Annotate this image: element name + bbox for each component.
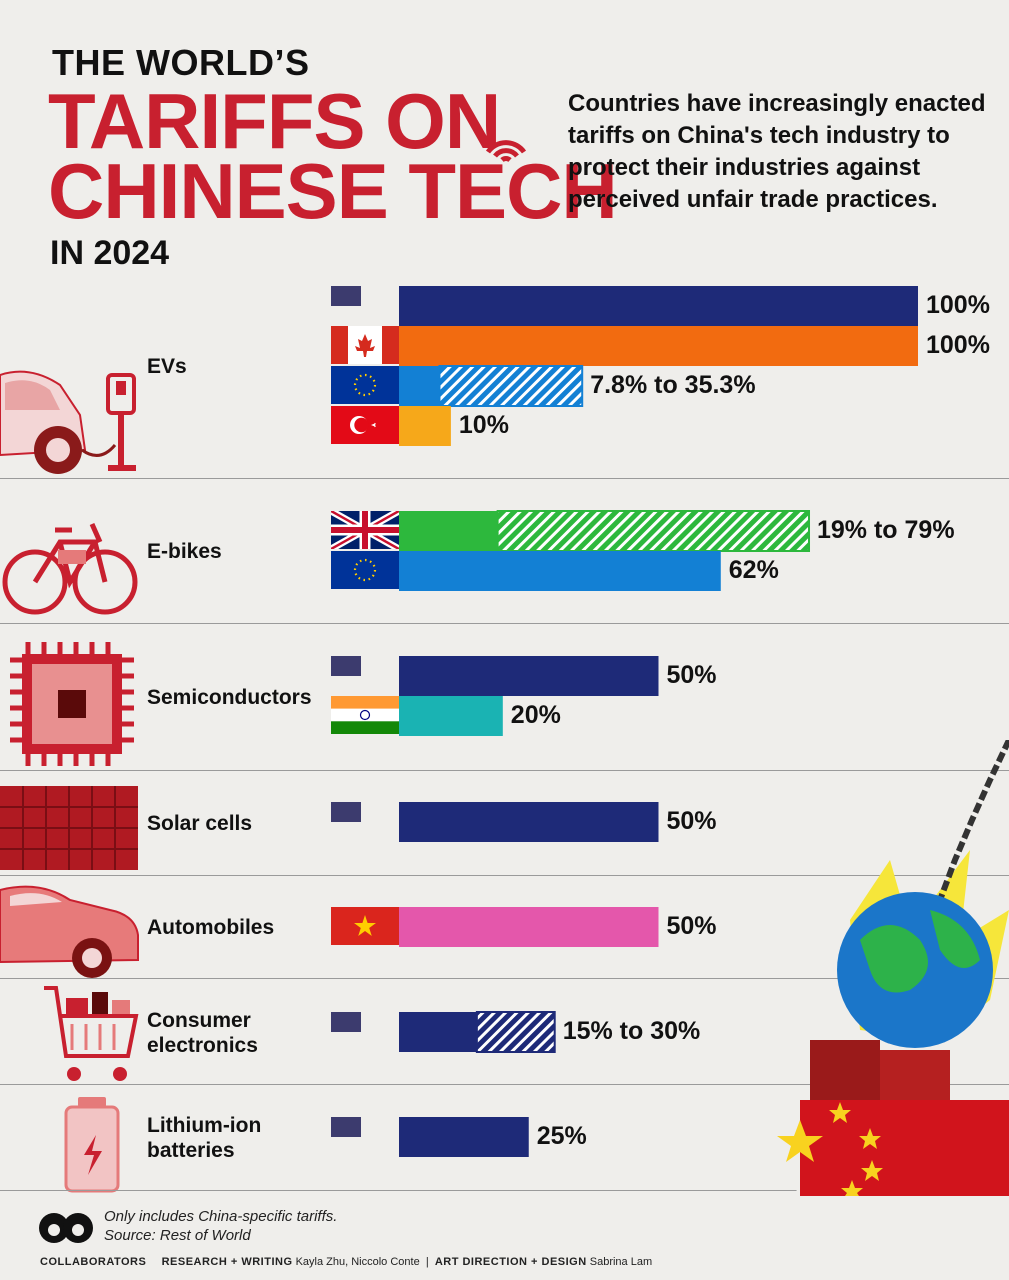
value-label: 20% [510, 701, 561, 729]
value-label: 7.8% to 35.3% [590, 371, 756, 399]
value-label: 50% [666, 807, 717, 835]
category-consumer-line-2: electronics [147, 1034, 258, 1058]
bar-range-eu [438, 365, 584, 407]
bar-eu [399, 551, 721, 591]
divider [0, 875, 1009, 876]
title-line-4: IN 2024 [50, 234, 170, 272]
us-flag-icon [331, 802, 399, 840]
bar-eu [399, 366, 440, 406]
bar-tr [399, 406, 451, 446]
us-flag-icon [331, 1012, 399, 1050]
uk-flag-icon [331, 511, 399, 549]
turkey-flag-icon [331, 406, 399, 444]
category-automobiles: Automobiles [147, 916, 275, 939]
bar-uk [399, 511, 498, 551]
bar-us [399, 656, 659, 696]
eu-flag-icon [331, 366, 399, 404]
category-ebikes: E-bikes [147, 540, 222, 563]
us-flag-icon [331, 656, 399, 694]
car-icon [0, 885, 139, 978]
value-label: 25% [536, 1122, 587, 1150]
design-label: ART DIRECTION + DESIGN [434, 1256, 587, 1268]
divider [0, 1190, 1009, 1191]
wifi-icon [485, 140, 527, 162]
bar-us [399, 286, 918, 326]
value-label: 10% [458, 411, 509, 439]
value-label: 19% to 79% [817, 516, 955, 544]
category-lithium-line-1: Lithium-ion [147, 1114, 262, 1137]
vietnam-flag-icon [331, 907, 399, 945]
research-label: RESEARCH + WRITING [161, 1256, 293, 1268]
design-names: Sabrina Lam [589, 1256, 653, 1268]
category-lithium-ion: Lithium-ion batteries [147, 1113, 261, 1163]
divider [0, 978, 1009, 979]
category-consumer-line-1: Consumer [147, 1009, 251, 1032]
collaborators-logo-icon [39, 1213, 93, 1243]
canada-flag-icon [331, 326, 399, 364]
value-label: 50% [666, 661, 717, 689]
ebike-icon [2, 522, 138, 615]
category-consumer-electronics: Consumer electronics [147, 1008, 258, 1058]
footnote: Only includes China-specific tariffs. [104, 1208, 338, 1225]
description: Countries have increasingly enacted tari… [568, 90, 986, 213]
title-line-3: CHINESE TECH [48, 147, 618, 235]
bar-vn [399, 907, 659, 947]
bar-us [399, 802, 659, 842]
category-evs: EVs [147, 355, 187, 378]
divider [0, 623, 1009, 624]
bar-in [399, 696, 503, 736]
ev-car-icon [0, 370, 136, 474]
india-flag-icon [331, 696, 399, 734]
title-line-2: TARIFFS ON [48, 77, 501, 165]
us-flag-icon [331, 286, 399, 324]
battery-icon [64, 1097, 120, 1193]
value-label: 62% [728, 556, 779, 584]
bar-range-uk [496, 510, 811, 552]
divider [0, 1084, 1009, 1085]
category-lithium-line-2: batteries [147, 1139, 235, 1163]
us-flag-icon [331, 1117, 399, 1155]
divider [0, 478, 1009, 479]
bar-us [399, 1117, 529, 1157]
credits: COLLABORATORS RESEARCH + WRITING Kayla Z… [40, 1256, 653, 1268]
category-solar: Solar cells [147, 812, 253, 835]
bar-us [399, 1012, 477, 1052]
bar-ca [399, 326, 918, 366]
value-label: 100% [926, 291, 990, 319]
chip-icon [10, 642, 134, 766]
source-note: Source: Rest of World [104, 1227, 251, 1244]
value-label: 50% [666, 912, 717, 940]
research-names: Kayla Zhu, Niccolo Conte [295, 1256, 420, 1268]
solar-panel-icon [0, 786, 138, 870]
title-line-1: THE WORLD’S [52, 42, 310, 83]
category-semiconductors: Semiconductors [147, 686, 312, 709]
divider [0, 770, 1009, 771]
value-label: 15% to 30% [562, 1017, 701, 1045]
eu-flag-icon [331, 551, 399, 589]
shopping-cart-icon [44, 986, 139, 1081]
brand-name: COLLABORATORS [40, 1256, 147, 1268]
value-label: 100% [926, 331, 990, 359]
bar-range-us [475, 1011, 556, 1053]
wrecking-ball-illustration [740, 740, 1009, 1196]
